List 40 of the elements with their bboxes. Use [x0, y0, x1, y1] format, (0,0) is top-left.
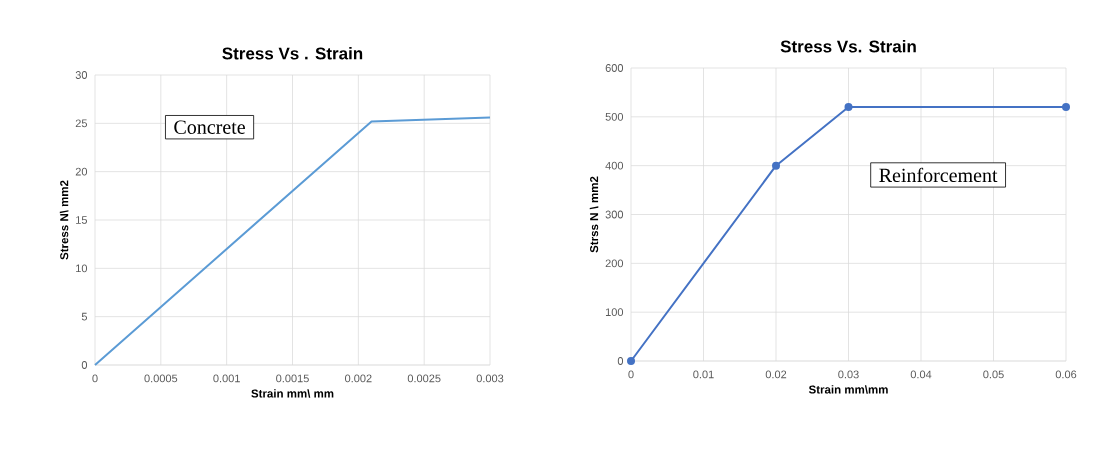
y-tick-label: 100	[605, 308, 624, 317]
y-axis-title: Stress N\ mm2	[59, 180, 69, 260]
annotation: Reinforcement	[879, 167, 998, 183]
y-tick-label: 400	[605, 161, 624, 170]
point	[1062, 103, 1070, 112]
x-tick-label: 0.01	[693, 370, 714, 379]
y-tick-label: 600	[605, 64, 624, 72]
y-tick-label: 5	[81, 312, 88, 321]
x-tick-label: 0.003	[476, 374, 504, 383]
chart-title: Stress Vs. Strain	[780, 40, 916, 53]
x-tick-label: 0.03	[838, 370, 859, 379]
y-tick-label: 25	[75, 119, 88, 128]
x-tick-label: 0.04	[910, 370, 932, 379]
x-axis-title: Strain mm\mm	[808, 385, 888, 394]
x-tick-label: 0.0015	[276, 374, 309, 383]
y-tick-label: 0	[617, 357, 624, 365]
x-tick-label: 0.0005	[144, 374, 178, 383]
chart-title: Stress Vs . Strain	[222, 47, 363, 60]
x-tick-label: 0	[92, 374, 98, 383]
x-axis-title: Strain mm\ mm	[251, 389, 334, 398]
y-tick-label: 15	[76, 216, 88, 224]
y-axis-title: Strss N \ mm2	[589, 176, 599, 253]
y-tick-label: 300	[605, 210, 624, 219]
y-tick-label: 500	[605, 112, 624, 121]
y-tick-label: 200	[605, 259, 624, 268]
y-tick-label: 10	[76, 264, 88, 273]
x-tick-label: 0.02	[765, 370, 787, 379]
point	[844, 103, 853, 112]
x-tick-label: 0.002	[345, 374, 372, 383]
point	[772, 161, 781, 170]
x-tick-label: 0.05	[983, 370, 1004, 379]
point	[627, 357, 636, 365]
y-tick-label: 0	[81, 361, 88, 369]
x-tick-label: 0.001	[213, 374, 240, 383]
x-tick-label: 0	[628, 370, 634, 379]
y-tick-label: 30	[75, 71, 88, 79]
x-tick-label: 0.06	[1055, 370, 1077, 379]
y-tick-label: 20	[75, 167, 88, 176]
annotation: Concrete	[174, 120, 245, 134]
x-tick-label: 0.0025	[407, 374, 441, 383]
